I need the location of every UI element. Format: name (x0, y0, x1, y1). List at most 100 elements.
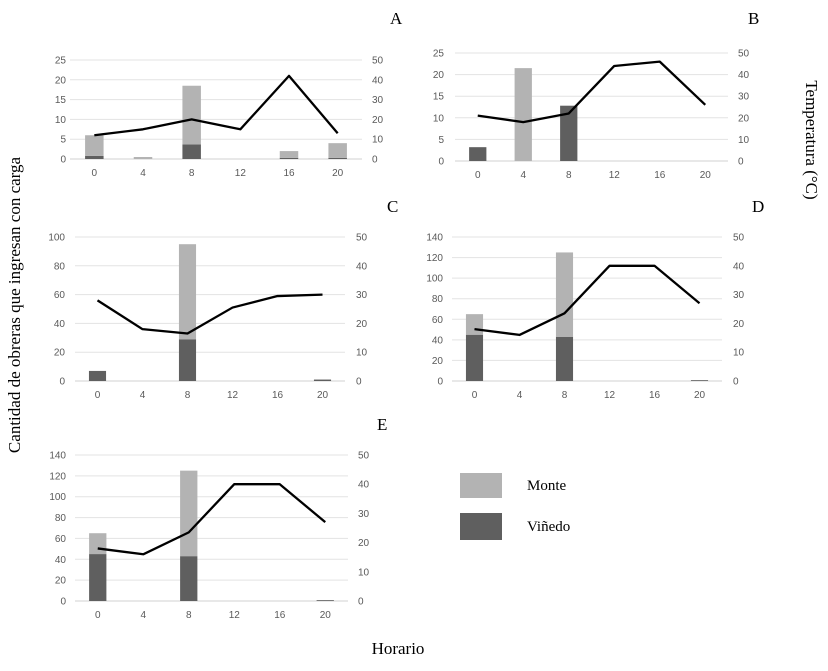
x-tick-label: 0 (95, 610, 101, 621)
x-tick-label: 4 (517, 390, 523, 401)
x-tick-label: 20 (700, 170, 712, 181)
panel-d: D 0 20 40 60 80 100 120 140 0 10 20 30 40 50 0 4 8 12 16 20 (426, 197, 764, 401)
y2-tick-label: 0 (356, 377, 362, 388)
legend-swatch-monte (460, 473, 502, 498)
bar-monte (178, 244, 197, 340)
y-tick-label: 20 (54, 348, 66, 359)
y2-tick-label: 10 (738, 135, 750, 146)
y2-tick-label: 10 (733, 348, 745, 359)
y2-tick-label: 40 (733, 261, 745, 272)
bar-monte (89, 533, 107, 555)
x-tick-label: 12 (235, 168, 247, 179)
y-tick-label: 120 (49, 471, 66, 482)
bar-vinedo (313, 379, 332, 381)
y2-tick-label: 30 (738, 92, 750, 103)
y-tick-label: 0 (438, 157, 444, 168)
y2-tick-label: 30 (356, 290, 368, 301)
y2-tick-label: 50 (358, 451, 370, 462)
x-axis-label: Horario (372, 639, 425, 658)
panel-c: C 0 20 40 60 80 100 0 10 20 30 40 50 0 4 8 12 16 20 (48, 197, 398, 401)
panel-a: A 0 5 10 15 20 25 0 10 20 30 40 50 0 4 8 12 16 20 (55, 9, 403, 179)
legend-label-vinedo: Viñedo (527, 519, 570, 535)
x-tick-label: 8 (185, 390, 191, 401)
panel-letter: B (748, 9, 759, 28)
x-tick-label: 4 (140, 390, 146, 401)
y2-tick-label: 50 (733, 233, 745, 244)
y-tick-label: 80 (432, 294, 444, 305)
y2-tick-label: 30 (733, 290, 745, 301)
y2-tick-label: 10 (356, 348, 368, 359)
bar-vinedo (180, 556, 198, 601)
y-tick-label: 60 (55, 534, 67, 545)
bar-vinedo (555, 336, 574, 381)
bar-monte (555, 252, 574, 337)
temperature-line (474, 264, 701, 337)
x-tick-label: 20 (332, 168, 344, 179)
x-tick-label: 8 (189, 168, 195, 179)
bar-vinedo (316, 600, 334, 601)
bar-monte (514, 68, 532, 161)
temperature-line (94, 74, 339, 137)
panel-letter: A (390, 9, 403, 28)
x-tick-label: 4 (140, 168, 146, 179)
y-tick-label: 0 (60, 597, 66, 608)
y-tick-label: 60 (432, 315, 444, 326)
x-tick-label: 4 (140, 610, 146, 621)
y2-tick-label: 20 (372, 115, 384, 126)
bar-monte (465, 314, 484, 335)
y-tick-label: 140 (49, 451, 66, 462)
y2-tick-label: 40 (372, 75, 384, 86)
bar-vinedo (279, 157, 299, 159)
y-tick-label: 140 (426, 233, 443, 244)
x-tick-label: 16 (283, 168, 295, 179)
bar-vinedo (85, 155, 104, 159)
y-tick-label: 80 (55, 513, 67, 524)
x-tick-label: 8 (186, 610, 192, 621)
y-tick-label: 25 (433, 49, 445, 60)
x-tick-label: 0 (472, 390, 478, 401)
bar-monte (328, 143, 347, 158)
x-tick-label: 8 (562, 390, 568, 401)
panel-b: B 0 5 10 15 20 25 0 10 20 30 40 50 0 4 8 12 16 20 (433, 9, 759, 181)
temperature-line (96, 293, 323, 335)
legend-label-monte: Monte (527, 478, 567, 494)
bar-vinedo (690, 380, 709, 381)
x-tick-label: 12 (609, 170, 621, 181)
y2-tick-label: 0 (358, 597, 364, 608)
y2-tick-label: 20 (733, 319, 745, 330)
x-tick-label: 0 (92, 168, 98, 179)
y2-tick-label: 10 (358, 567, 370, 578)
bar-monte (180, 470, 198, 557)
y2-tick-label: 40 (358, 480, 370, 491)
x-tick-label: 12 (604, 390, 616, 401)
x-tick-label: 16 (274, 610, 286, 621)
y-tick-label: 60 (54, 290, 66, 301)
bar-vinedo (178, 339, 197, 381)
y-tick-label: 25 (55, 56, 67, 67)
y-tick-label: 15 (433, 92, 445, 103)
y-tick-label: 5 (60, 135, 66, 146)
panel-letter: E (377, 415, 387, 434)
y2-tick-label: 20 (738, 113, 750, 124)
y-tick-label: 20 (433, 70, 445, 81)
y-tick-label: 15 (55, 95, 67, 106)
bar-vinedo (328, 157, 347, 159)
y-tick-label: 120 (426, 253, 443, 264)
y2-tick-label: 0 (372, 155, 378, 166)
y-tick-label: 40 (432, 335, 444, 346)
x-tick-label: 12 (229, 610, 241, 621)
y2-tick-label: 40 (738, 70, 750, 81)
y-tick-label: 20 (55, 576, 67, 587)
x-tick-label: 0 (475, 170, 481, 181)
y-tick-label: 10 (55, 115, 67, 126)
y2-tick-label: 40 (356, 261, 368, 272)
y-tick-label: 5 (438, 135, 444, 146)
bar-vinedo (469, 147, 487, 161)
bar-monte (85, 135, 104, 156)
x-tick-label: 0 (95, 390, 101, 401)
x-tick-label: 16 (272, 390, 284, 401)
y2-tick-label: 20 (356, 319, 368, 330)
y-tick-label: 40 (55, 555, 67, 566)
y-tick-label: 20 (432, 356, 444, 367)
